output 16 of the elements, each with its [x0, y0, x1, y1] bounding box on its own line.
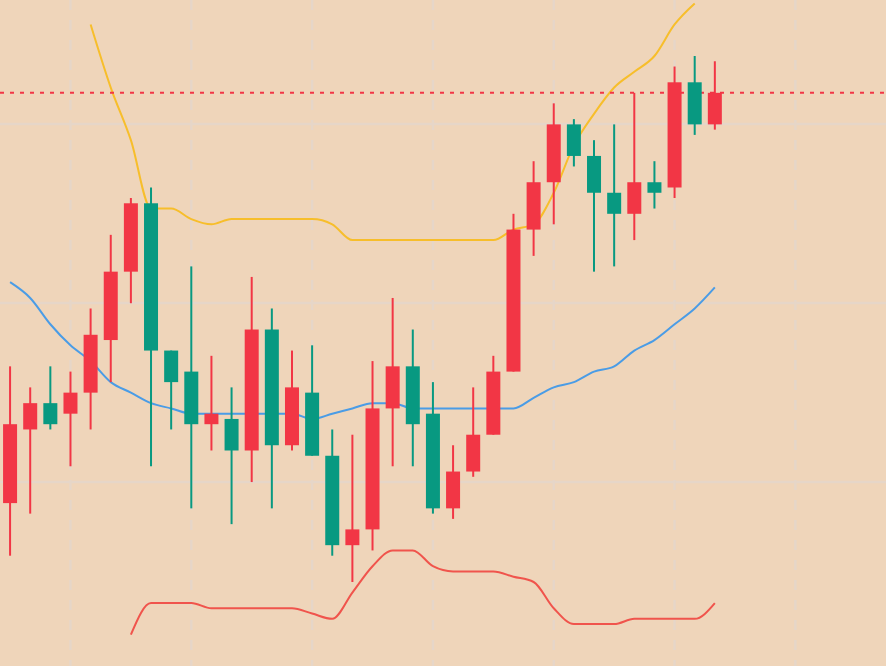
candlestick: [587, 139, 602, 273]
candlestick: [647, 160, 662, 210]
candlestick: [466, 386, 481, 478]
candlestick: [63, 370, 78, 468]
candlestick: [446, 444, 461, 520]
candlestick: [566, 118, 581, 168]
candlestick: [607, 123, 622, 268]
candlestick: [204, 354, 219, 452]
candlestick: [164, 349, 179, 431]
candlestick: [687, 55, 702, 136]
candlestick: [23, 386, 38, 515]
candlestick: [43, 365, 58, 431]
candlestick: [385, 296, 400, 468]
candlestick: [224, 386, 239, 526]
candlestick: [526, 160, 541, 257]
candlestick: [345, 433, 360, 583]
